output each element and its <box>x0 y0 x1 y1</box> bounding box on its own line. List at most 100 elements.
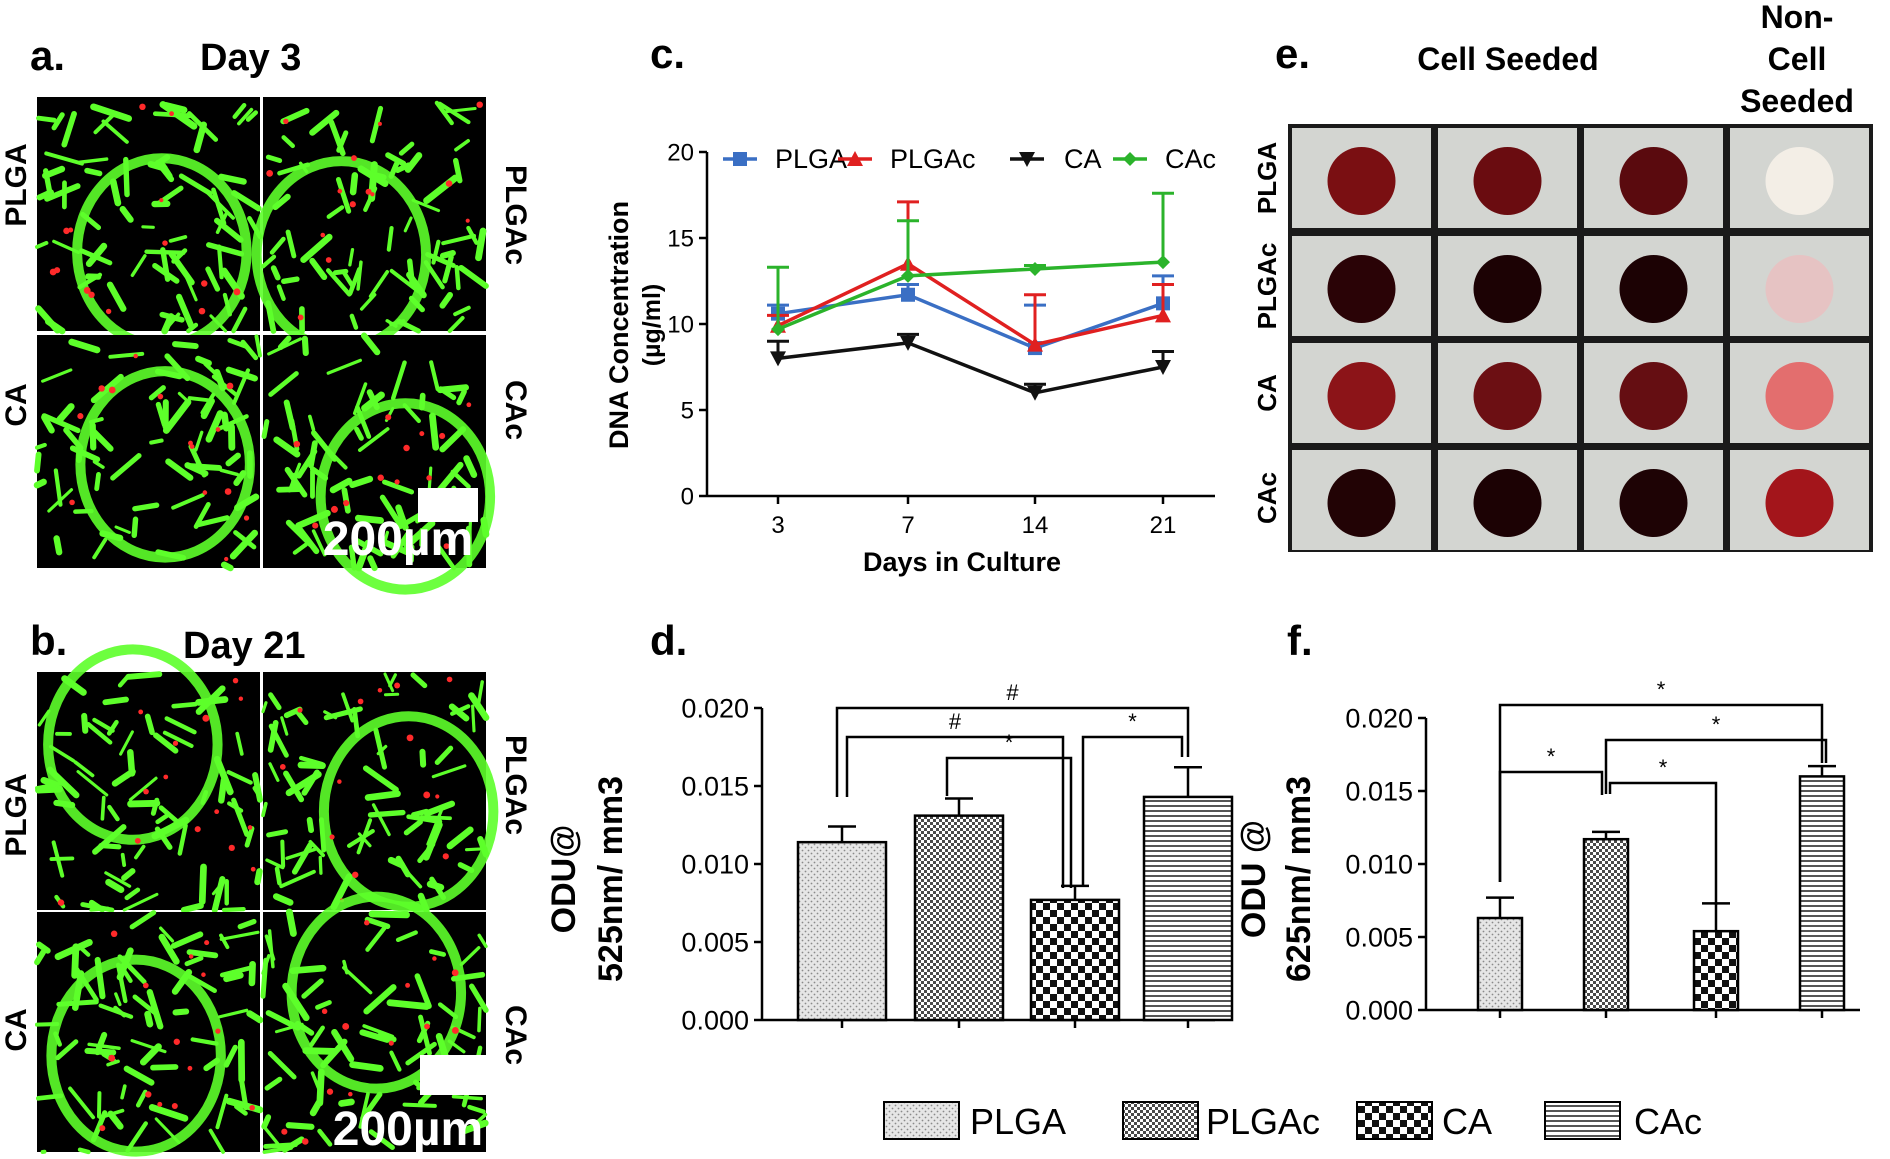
data-point <box>1027 336 1043 352</box>
panel-c-letter: c. <box>650 30 685 77</box>
bar-cac <box>1142 795 1234 1022</box>
micrograph-b-plga <box>35 644 263 914</box>
panel-a-title: Day 3 <box>200 37 301 79</box>
bar-ca <box>1692 929 1740 1012</box>
d-y-axis-label-2: 525nm/ mm3 <box>592 776 630 982</box>
panel-a: a. Day 3 PLGA PLGAc CA CAc 200µm <box>0 32 532 595</box>
panel-c: c. 0 5 10 15 20 3 7 14 21 Days in Culture DNA Conc… <box>604 30 1216 577</box>
c-x-tick-label: 14 <box>1022 512 1049 539</box>
stain-cell <box>1584 128 1723 228</box>
c-y-axis-label-1: DNA Concentration <box>604 201 634 449</box>
micro-b-label-cac: CAc <box>499 1005 532 1065</box>
significance-marker: # <box>1006 680 1019 705</box>
series-line-plgac <box>777 261 1164 347</box>
stain-cell <box>1438 343 1577 443</box>
significance-bracket <box>1081 735 1184 886</box>
micrograph-a-plga <box>34 97 263 351</box>
significance-marker: # <box>949 709 962 734</box>
micrograph-b-ca <box>34 910 264 1157</box>
legend-label-plgac: PLGAc <box>1206 1101 1320 1142</box>
c-legend-marker <box>1123 152 1137 166</box>
c-x-tick-label: 7 <box>901 512 914 539</box>
c-x-tick-label: 21 <box>1150 512 1177 539</box>
stain-cell <box>1438 450 1577 550</box>
legend-swatch-plgac <box>1122 1101 1199 1140</box>
panel-a-letter: a. <box>30 32 65 79</box>
panel-d: d. 0.000 0.005 0.010 0.015 0.020 ODU@ 525nm/ m… <box>545 617 1234 1036</box>
micro-b-label-plgac: PLGAc <box>499 735 532 835</box>
c-legend-marker <box>1019 152 1035 167</box>
stain-cell <box>1730 236 1869 336</box>
legend-label-plga: PLGA <box>970 1101 1066 1142</box>
bar-chart-odu-525: 0.000 0.005 0.010 0.015 0.020 ODU@ 525nm/ mm3 #… <box>545 680 1234 1036</box>
shared-legend: PLGA PLGAc CA CAc <box>883 1101 1702 1142</box>
significance-marker: * <box>1547 744 1556 769</box>
c-y-tick-label: 5 <box>681 398 694 425</box>
legend-swatch-ca <box>1356 1101 1433 1140</box>
stain-row-label-ca: CA <box>1252 374 1282 412</box>
significance-bracket <box>1498 703 1824 882</box>
series-ca <box>767 332 1174 401</box>
panel-e-letter: e. <box>1275 30 1310 77</box>
stain-row-label-plga: PLGA <box>1252 142 1282 214</box>
panel-f-letter: f. <box>1287 617 1313 664</box>
col-header-non-cell-seeded-1: Non- <box>1761 0 1834 35</box>
stain-cell <box>1730 128 1869 228</box>
legend-label-cac: CAc <box>1634 1101 1702 1142</box>
f-y-axis-label-2: 625nm/ mm3 <box>1280 776 1318 982</box>
stain-cell <box>1730 343 1869 443</box>
significance-bracket <box>835 706 1190 797</box>
d-y-tick-label: 0.015 <box>681 772 749 802</box>
micro-a-label-cac: CAc <box>499 380 532 440</box>
f-y-tick-label: 0.020 <box>1345 704 1413 734</box>
significance-marker: * <box>1659 755 1668 780</box>
scale-label-b: 200µm <box>333 1103 483 1156</box>
bar-plgac <box>1582 837 1630 1012</box>
data-point <box>1156 255 1170 270</box>
legend-label-ca: CA <box>1442 1101 1492 1142</box>
significance-bracket <box>1604 738 1828 794</box>
data-point <box>901 287 915 302</box>
micro-b-label-ca: CA <box>0 1008 33 1051</box>
c-legend-label-ca: CA <box>1064 144 1102 174</box>
bar-cac <box>1798 775 1846 1012</box>
d-y-tick-label: 0.005 <box>681 928 749 958</box>
col-header-non-cell-seeded-2: Cell <box>1768 41 1827 77</box>
series-plgac <box>767 200 1174 352</box>
scale-label-a: 200µm <box>323 513 473 566</box>
stain-cell <box>1292 450 1431 550</box>
micro-a-label-ca: CA <box>0 383 33 426</box>
stain-cell <box>1584 450 1723 550</box>
series-line-cac <box>777 260 1164 331</box>
c-y-tick-label: 10 <box>667 312 694 339</box>
c-legend-label-cac: CAc <box>1165 144 1216 174</box>
line-chart-dna-concentration: 0 5 10 15 20 3 7 14 21 Days in Culture DNA Concent… <box>604 140 1216 577</box>
series-line-ca <box>777 341 1164 395</box>
stain-grid <box>1292 128 1869 550</box>
f-y-tick-label: 0.005 <box>1345 923 1413 953</box>
stain-cell <box>1292 128 1431 228</box>
micrograph-b-plgac <box>261 672 499 914</box>
c-legend-marker <box>847 151 863 166</box>
data-point <box>770 351 786 367</box>
scale-bar-a <box>418 488 478 522</box>
legend-swatch-cac <box>1544 1101 1621 1140</box>
f-y-tick-label: 0.010 <box>1345 850 1413 880</box>
c-y-tick-label: 0 <box>681 484 694 511</box>
data-point <box>1155 307 1171 323</box>
series-cac <box>767 191 1174 337</box>
micrograph-grid-day21 <box>34 644 499 1157</box>
significance-marker: * <box>1128 709 1137 734</box>
bar-ca <box>1029 898 1121 1022</box>
c-legend-label-plga: PLGA <box>775 144 847 174</box>
c-y-tick-label: 15 <box>667 226 694 253</box>
micrograph-grid-day3 <box>33 97 496 595</box>
stain-cell <box>1584 236 1723 336</box>
c-legend-label-plgac: PLGAc <box>890 144 976 174</box>
c-y-tick-label: 20 <box>667 140 694 167</box>
significance-marker: * <box>1712 712 1721 737</box>
micro-a-label-plga: PLGA <box>0 143 33 226</box>
panel-f: f. 0.000 0.005 0.010 0.015 0.020 ODU @625nm/ … <box>1235 617 1860 1026</box>
significance-marker: * <box>1657 677 1666 702</box>
